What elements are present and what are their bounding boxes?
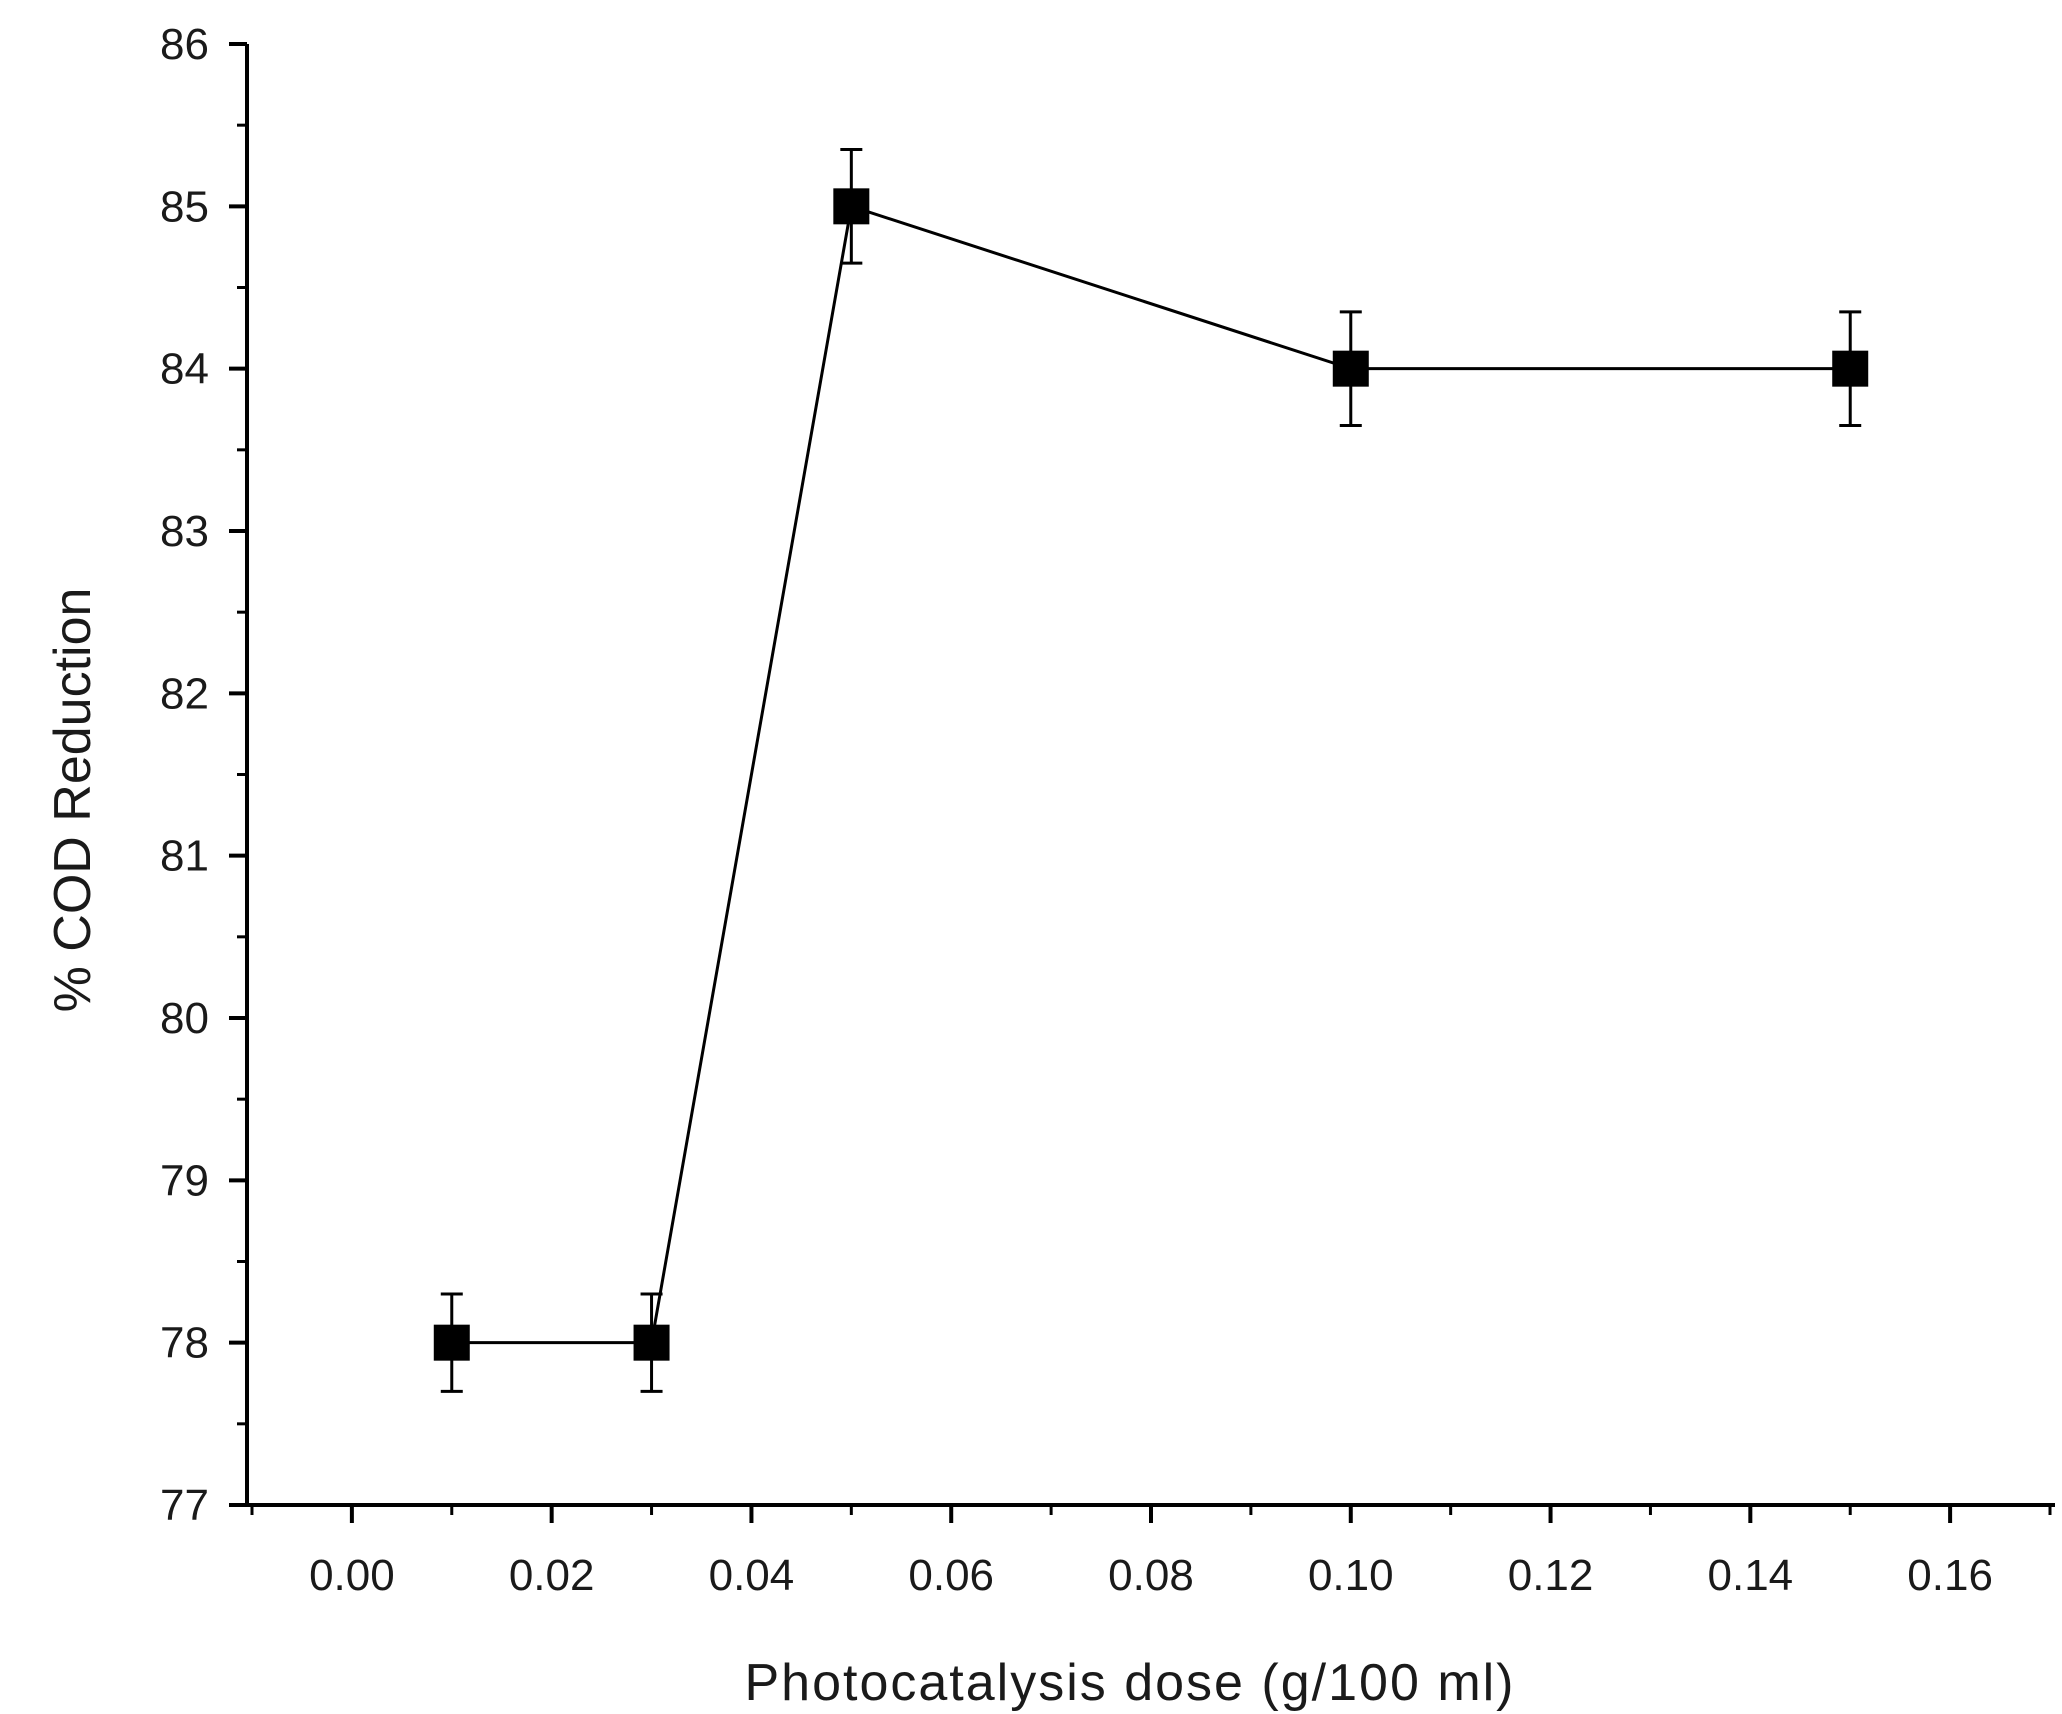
y-tick-label: 83	[160, 507, 209, 556]
x-tick-label: 0.10	[1308, 1551, 1394, 1600]
series-line	[451, 204, 1851, 1345]
data-point	[1332, 350, 1369, 387]
x-tick-label: 0.00	[309, 1551, 395, 1600]
error-bars	[440, 148, 1862, 1393]
y-ticks: 77 78 79 80 81 82 83 84 85 86	[160, 20, 247, 1530]
y-tick-label: 80	[160, 994, 209, 1043]
x-ticks: 0.00 0.02 0.04 0.06 0.08 0.10 0.12 0.14 0.16	[250, 1505, 2052, 1600]
x-tick-label: 0.14	[1708, 1551, 1794, 1600]
y-tick-label: 84	[160, 345, 209, 394]
x-axis-title: Photocatalysis dose (g/100 ml)	[744, 1654, 1515, 1712]
x-tick-label: 0.02	[509, 1551, 595, 1600]
data-point	[1832, 350, 1869, 387]
data-point	[633, 1324, 670, 1361]
y-tick-label: 86	[160, 20, 209, 69]
x-tick-label: 0.06	[908, 1551, 994, 1600]
y-tick-label: 82	[160, 669, 209, 718]
x-tick-label: 0.04	[709, 1551, 795, 1600]
y-axis-title: % COD Reduction	[44, 588, 102, 1013]
data-point	[433, 1324, 470, 1361]
series-line-path	[451, 204, 1851, 1345]
x-tick-label: 0.08	[1108, 1551, 1194, 1600]
y-tick-label: 81	[160, 832, 209, 881]
y-tick-label: 85	[160, 182, 209, 231]
y-tick-label: 77	[160, 1481, 209, 1530]
markers	[433, 188, 1869, 1361]
y-tick-label: 79	[160, 1156, 209, 1205]
y-tick-label: 78	[160, 1319, 209, 1368]
x-tick-label: 0.16	[1907, 1551, 1993, 1600]
data-point	[833, 188, 870, 225]
axes	[245, 44, 2055, 1507]
x-tick-label: 0.12	[1508, 1551, 1594, 1600]
